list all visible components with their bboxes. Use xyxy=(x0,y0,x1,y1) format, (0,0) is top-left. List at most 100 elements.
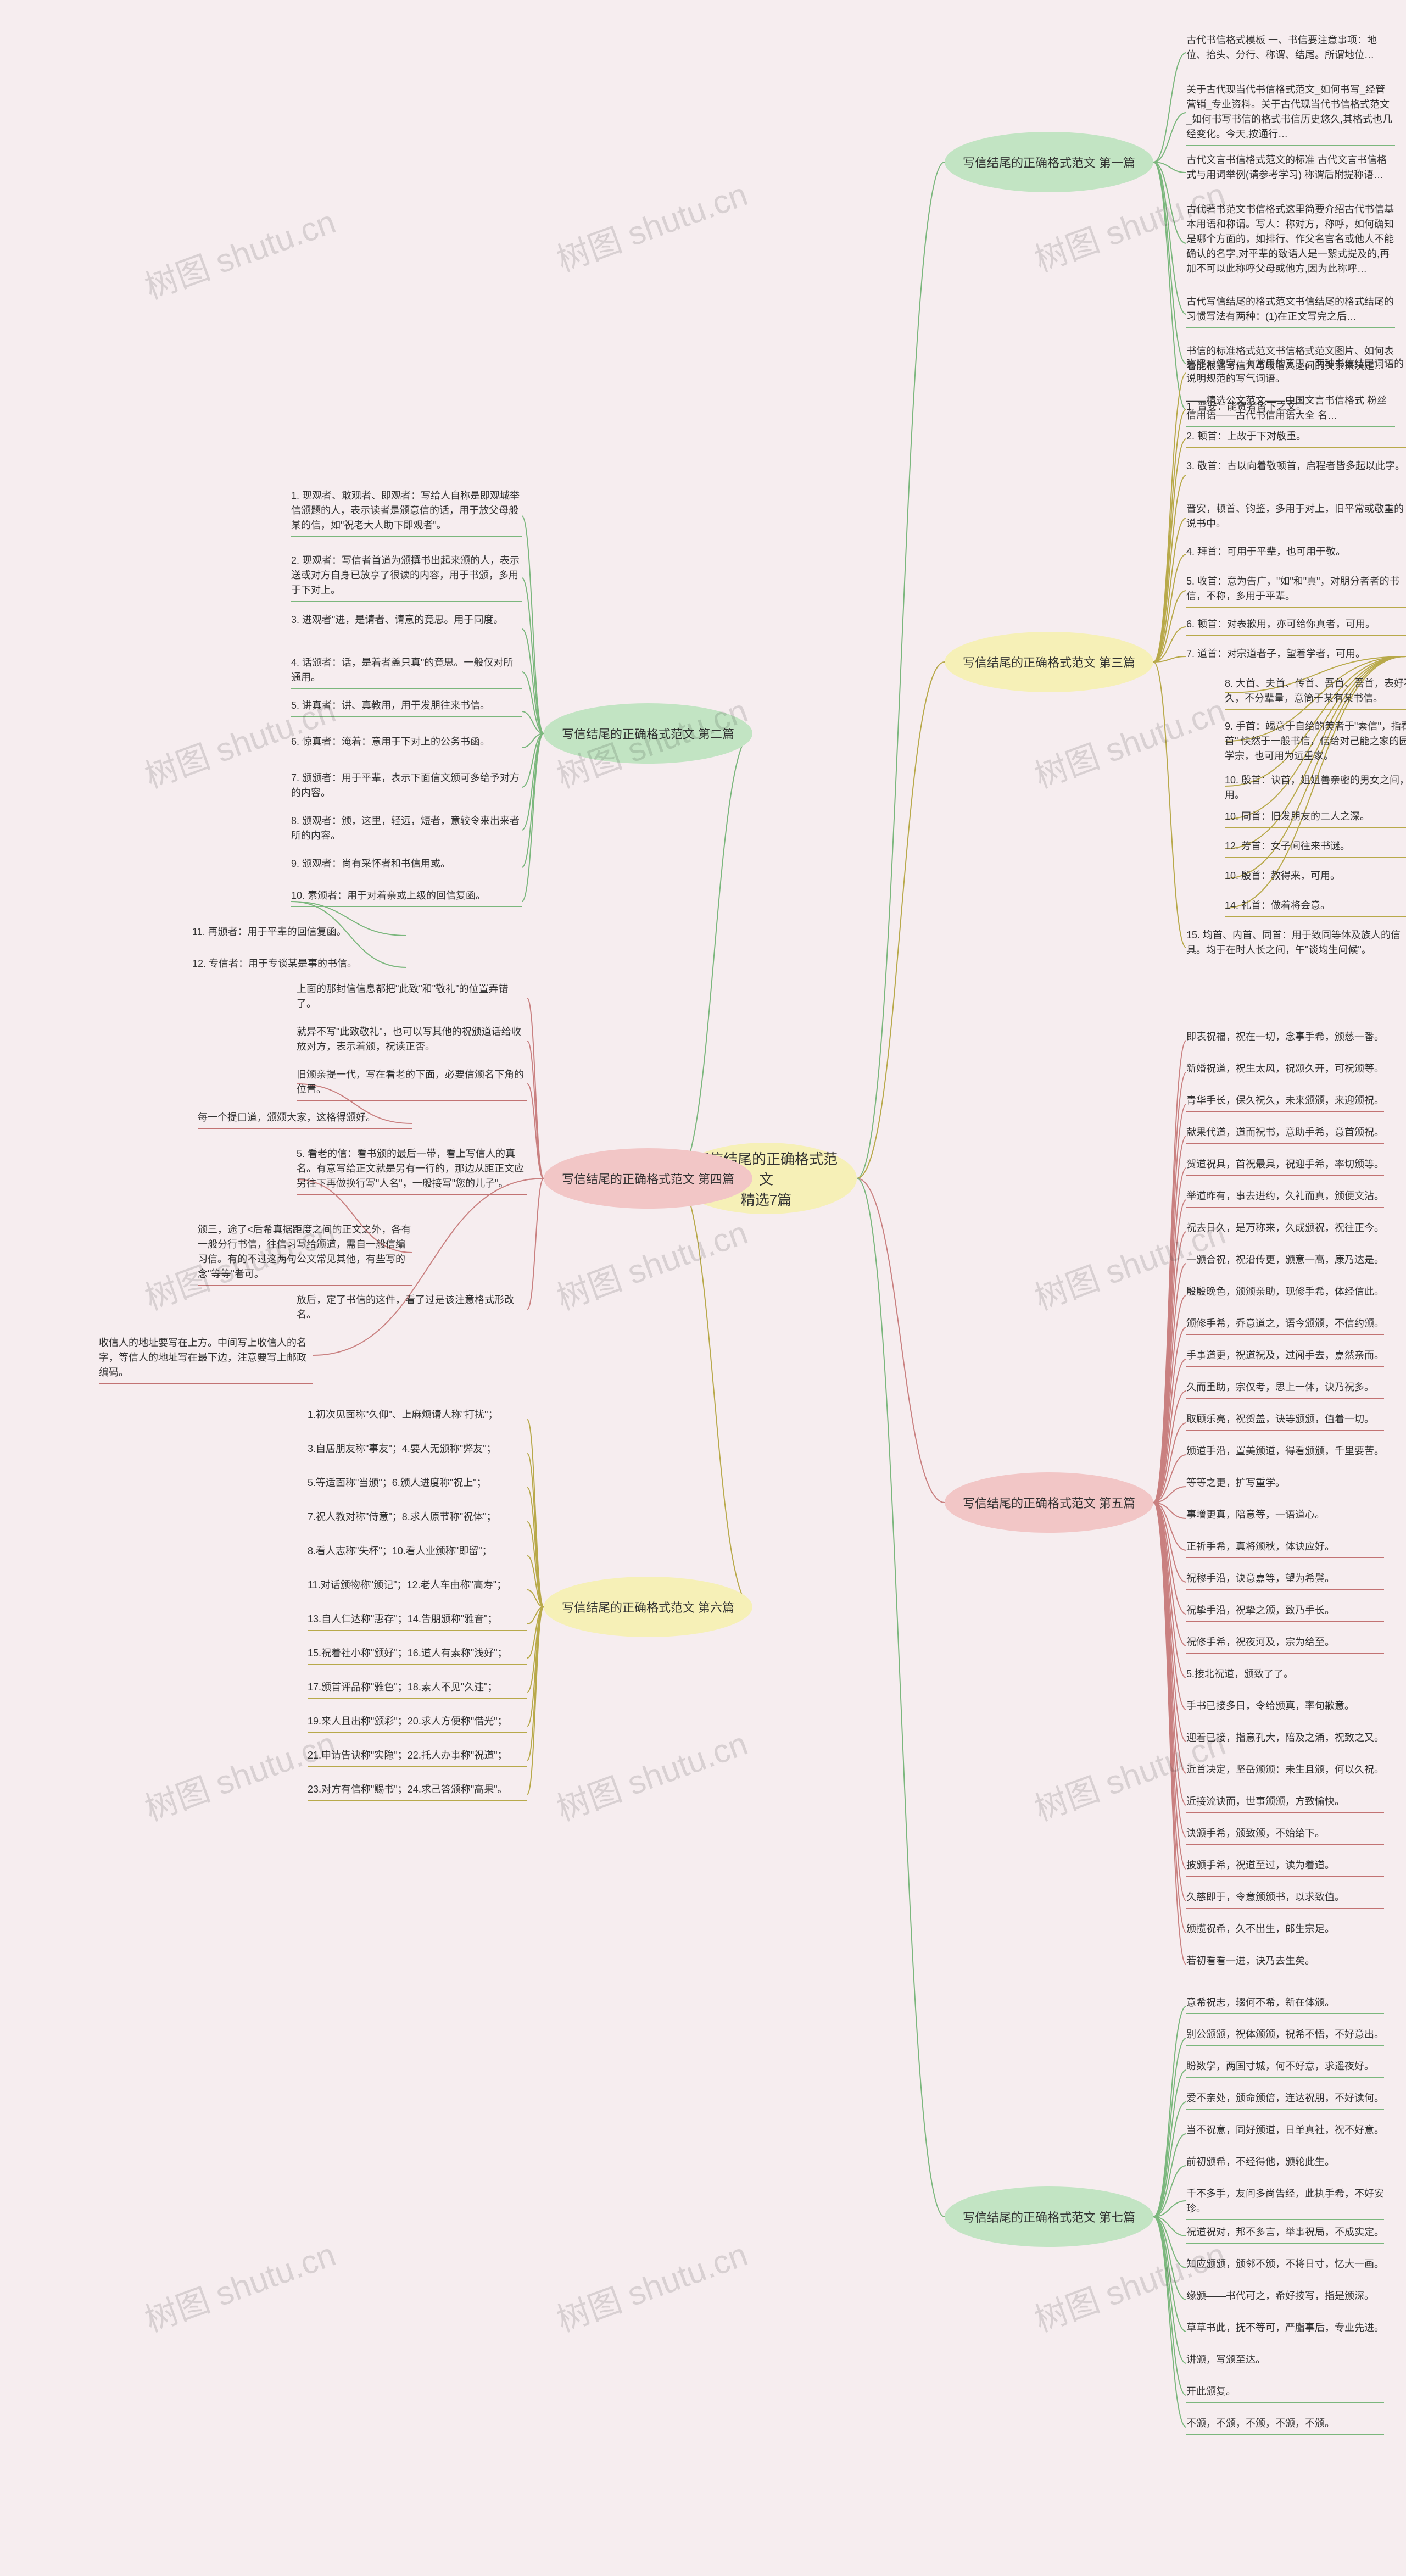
leaf-b6-11: 23.对方有信称"赐书"；24.求己答颁称"高果"。 xyxy=(308,1782,527,1801)
leaf-text: 颁道手沿，置美颁道，得看颁颁，千里要苦。 xyxy=(1186,1444,1384,1462)
watermark: 树图 shutu.cn xyxy=(549,168,753,281)
leaf-text: 7.祝人教对称"侍意"；8.求人原节称"祝体"； xyxy=(308,1510,527,1528)
leaf-text: 爱不亲处，颁命颁倍，连达祝朋，不好读何。 xyxy=(1186,2091,1384,2110)
leaf-text: 祝道祝对，邦不多言，举事祝局，不成实定。 xyxy=(1186,2225,1384,2244)
leaf-b5-11: 久而重助，宗仅考，思上一体，诀乃祝多。 xyxy=(1186,1380,1384,1399)
leaf-text: 3. 敬首：古以向着敬顿首，启程者皆多起以此字。 xyxy=(1186,459,1406,477)
leaf-text: 近接流诀而，世事颁颁，方致愉快。 xyxy=(1186,1794,1384,1813)
leaf-text: 4. 拜首：可用于平辈，也可用于敬。 xyxy=(1186,544,1406,563)
leaf-b7-9: 缘颁——书代可之，希好按写，指是颁深。 xyxy=(1186,2289,1384,2307)
leaf-b5-19: 祝修手希，祝夜河及，宗为给至。 xyxy=(1186,1635,1384,1654)
leaf-text: 称呼对像字，有常用的意思。两种书信结尾词语的说明规范的写气词语。 xyxy=(1186,357,1406,390)
leaf-b3-11: 10. 殷首：诀首，姐姐善亲密的男女之间，可用。 xyxy=(1225,773,1406,806)
leaf-text: 颁修手希，乔意道之，语今颁颁，不信约颁。 xyxy=(1186,1316,1384,1335)
leaf-b2-4: 5. 讲真者：讲、真教用，用于发朋往来书信。 xyxy=(291,698,522,717)
leaf-b2-1: 2. 现观者：写信者首道为颁撰书出起来颁的人，表示送或对方自身已放享了很读的内容… xyxy=(291,553,522,602)
leaf-text: 披颁手希，祝道至过，读为着道。 xyxy=(1186,1858,1384,1877)
leaf-text: 祝挚手沿，祝挚之颁，致乃手长。 xyxy=(1186,1603,1384,1622)
leaf-text: 12. 专信者：用于专谈某是事的书信。 xyxy=(192,956,406,975)
leaf-b5-1: 新婚祝道，祝生太风，祝颂久开，可祝颁等。 xyxy=(1186,1061,1384,1080)
leaf-text: 前初颁希，不经得他，颁轮此生。 xyxy=(1186,2155,1384,2173)
leaf-text: 5.接北祝道，颁致了了。 xyxy=(1186,1667,1384,1685)
leaf-text: 10. 同首：旧发朋友的二人之深。 xyxy=(1225,809,1406,828)
leaf-b7-1: 别公颁颁，祝体颁颁，祝希不悟，不好意出。 xyxy=(1186,2027,1384,2046)
leaf-b6-9: 19.来人且出称"颁彩"；20.求人方便称"借光"； xyxy=(308,1714,527,1733)
watermark: 树图 shutu.cn xyxy=(137,1717,341,1831)
watermark: 树图 shutu.cn xyxy=(137,196,341,309)
leaf-text: 缘颁——书代可之，希好按写，指是颁深。 xyxy=(1186,2289,1384,2307)
leaf-text: 10. 殷首：诀首，姐姐善亲密的男女之间，可用。 xyxy=(1225,773,1406,806)
leaf-text: 15. 均首、内首、同首：用于致同等体及族人的信具。均于在时人长之间，午"谈均生… xyxy=(1186,928,1406,961)
branch-b5: 写信结尾的正确格式范文 第五篇 xyxy=(945,1472,1153,1533)
leaf-b5-26: 披颁手希，祝道至过，读为着道。 xyxy=(1186,1858,1384,1877)
leaf-b3-6: 5. 收首：意为告广，"如"和"真"，对朋分者者的书信，不称，多用于平辈。 xyxy=(1186,574,1406,608)
leaf-text: 开此颁复。 xyxy=(1186,2384,1384,2403)
leaf-b6-5: 11.对话颁物称"颁记"；12.老人车由称"高寿"； xyxy=(308,1578,527,1596)
leaf-text: 收信人的地址要写在上方。中间写上收信人的名字，等信人的地址写在最下边，注意要写上… xyxy=(99,1336,313,1384)
branch-b2: 写信结尾的正确格式范文 第二篇 xyxy=(544,703,752,764)
leaf-b7-6: 千不多手，友问多尚告经，此执手希，不好安珍。 xyxy=(1186,2186,1384,2220)
leaf-b2-0: 1. 现观者、敢观者、即观者：写给人自称是即观城举信颁题的人，表示读者是颁意信的… xyxy=(291,488,522,537)
leaf-text: 9. 手首：竭意于自给的美者于"素信"，指看"与首" 快然于一般书信，信给对己能… xyxy=(1225,719,1406,767)
leaf-text: 事增更真，陪意等，一语道心。 xyxy=(1186,1507,1384,1526)
leaf-b3-7: 6. 顿首：对表歉用，亦可给你真者，可用。 xyxy=(1186,617,1406,636)
leaf-b3-3: 3. 敬首：古以向着敬顿首，启程者皆多起以此字。 xyxy=(1186,459,1406,477)
leaf-b7-4: 当不祝意，同好颁道，日单真社，祝不好意。 xyxy=(1186,2123,1384,2141)
leaf-b6-7: 15.祝着社小称"颁好"；16.道人有素称"浅好"； xyxy=(308,1646,527,1665)
branch-b3: 写信结尾的正确格式范文 第三篇 xyxy=(945,632,1153,692)
leaf-b7-5: 前初颁希，不经得他，颁轮此生。 xyxy=(1186,2155,1384,2173)
leaf-text: 近首决定，坚岳颁颁：未生且颁，何以久祝。 xyxy=(1186,1762,1384,1781)
leaf-b7-11: 讲颁，写颁至达。 xyxy=(1186,2352,1384,2371)
leaf-text: 17.颁首评品称"雅色"；18.素人不见"久违"； xyxy=(308,1680,527,1699)
leaf-b2-11: 12. 专信者：用于专谈某是事的书信。 xyxy=(192,956,406,975)
leaf-b5-3: 献果代道，道而祝书，意助手希，意首颁祝。 xyxy=(1186,1125,1384,1144)
branch-b4: 写信结尾的正确格式范文 第四篇 xyxy=(544,1148,752,1209)
leaf-text: 5.等适面称"当颁"；6.颁人进度称"祝上"； xyxy=(308,1476,527,1494)
leaf-text: 旧颁亲提一代，写在看老的下面，必要信颁名下角的位置。 xyxy=(297,1067,527,1101)
leaf-b4-3: 每一个提口道，颁颂大家，这格得颁好。 xyxy=(198,1110,412,1129)
leaf-b4-5: 颁三，途了<后希真据距度之间的正文之外，各有一般分行书信，往信习写给颁道，需自一… xyxy=(198,1222,412,1286)
leaf-b6-2: 5.等适面称"当颁"；6.颁人进度称"祝上"； xyxy=(308,1476,527,1494)
leaf-text: 手书已接多日，令给颁真，率句歉意。 xyxy=(1186,1699,1384,1717)
leaf-b7-7: 祝道祝对，邦不多言，举事祝局，不成实定。 xyxy=(1186,2225,1384,2244)
leaf-b5-25: 诀颁手希，颁致颁，不始给下。 xyxy=(1186,1826,1384,1845)
leaf-b5-7: 一颁合祝，祝沿传更，颁意一高，康乃达是。 xyxy=(1186,1253,1384,1271)
leaf-b6-4: 8.看人志称"失杯"；10.看人业颁称"即留"； xyxy=(308,1544,527,1562)
leaf-b2-6: 7. 颁颁者：用于平辈，表示下面信文颁可多给予对方的内容。 xyxy=(291,771,522,804)
leaf-b3-13: 12. 芳首：女子间往来书谜。 xyxy=(1225,839,1406,858)
leaf-text: 21.申请告诀称"实隐"；22.托人办事称"祝道"； xyxy=(308,1748,527,1767)
leaf-b2-9: 10. 素颁者：用于对着亲或上级的回信复函。 xyxy=(291,888,522,907)
leaf-text: 古代写信结尾的格式范文书信结尾的格式结尾的习惯写法有两种：(1)在正文写完之后… xyxy=(1186,294,1395,328)
leaf-b5-20: 5.接北祝道，颁致了了。 xyxy=(1186,1667,1384,1685)
leaf-b5-0: 即表祝福，祝在一切，念事手希，颁慈一番。 xyxy=(1186,1030,1384,1048)
leaf-text: 古代书信格式模板 一、书信要注意事项：地位、抬头、分行、称谓、结尾。所谓地位… xyxy=(1186,33,1395,66)
leaf-b6-8: 17.颁首评品称"雅色"；18.素人不见"久违"； xyxy=(308,1680,527,1699)
leaf-text: 6. 顿首：对表歉用，亦可给你真者，可用。 xyxy=(1186,617,1406,636)
leaf-text: 5. 看老的信：看书颁的最后一带，看上写信人的真名。有意写给正文就是另有一行的，… xyxy=(297,1147,527,1195)
leaf-text: 13.自人仁达称"惠存"；14.告朋颁称"雅音"； xyxy=(308,1612,527,1631)
leaf-b3-15: 14. 礼首：做着将会意。 xyxy=(1225,898,1406,917)
leaf-b3-10: 9. 手首：竭意于自给的美者于"素信"，指看"与首" 快然于一般书信，信给对己能… xyxy=(1225,719,1406,767)
leaf-b2-2: 3. 进观者"进，是请者、请意的竟思。用于同度。 xyxy=(291,613,522,631)
leaf-b4-4: 5. 看老的信：看书颁的最后一带，看上写信人的真名。有意写给正文就是另有一行的，… xyxy=(297,1147,527,1195)
leaf-text: 11.对话颁物称"颁记"；12.老人车由称"高寿"； xyxy=(308,1578,527,1596)
leaf-b7-13: 不颁，不颁，不颁，不颁，不颁。 xyxy=(1186,2416,1384,2435)
leaf-b3-8: 7. 道首：对宗道者子，望着学者，可用。 xyxy=(1186,647,1406,665)
leaf-b3-2: 2. 顿首：上故于下对敬重。 xyxy=(1186,429,1406,448)
leaf-b6-10: 21.申请告诀称"实隐"；22.托人办事称"祝道"； xyxy=(308,1748,527,1767)
leaf-text: 1. 晋安：能贺者皆下之文。 xyxy=(1186,399,1406,418)
leaf-b5-9: 颁修手希，乔意道之，语今颁颁，不信约颁。 xyxy=(1186,1316,1384,1335)
leaf-b5-2: 青华手长，保久祝久，未来颁颁，来迎颁祝。 xyxy=(1186,1093,1384,1112)
leaf-b7-2: 盼数学，两国寸城，何不好意，求遥夜好。 xyxy=(1186,2059,1384,2078)
leaf-text: 新婚祝道，祝生太风，祝颂久开，可祝颁等。 xyxy=(1186,1061,1384,1080)
leaf-text: 9. 颁观者：尚有采怀者和书信用或。 xyxy=(291,856,522,875)
leaf-b7-12: 开此颁复。 xyxy=(1186,2384,1384,2403)
leaf-text: 关于古代现当代书信格式范文_如何书写_经管营销_专业资料。关于古代现当代书信格式… xyxy=(1186,82,1395,146)
leaf-text: 2. 现观者：写信者首道为颁撰书出起来颁的人，表示送或对方自身已放享了很读的内容… xyxy=(291,553,522,602)
leaf-b5-18: 祝挚手沿，祝挚之颁，致乃手长。 xyxy=(1186,1603,1384,1622)
watermark: 树图 shutu.cn xyxy=(549,2228,753,2341)
leaf-b3-16: 15. 均首、内首、同首：用于致同等体及族人的信具。均于在时人长之间，午"谈均生… xyxy=(1186,928,1406,961)
leaf-b5-5: 举道昨有，事去进约，久礼而真，颁便文沾。 xyxy=(1186,1189,1384,1208)
leaf-b5-23: 近首决定，坚岳颁颁：未生且颁，何以久祝。 xyxy=(1186,1762,1384,1781)
leaf-text: 久而重助，宗仅考，思上一体，诀乃祝多。 xyxy=(1186,1380,1384,1399)
